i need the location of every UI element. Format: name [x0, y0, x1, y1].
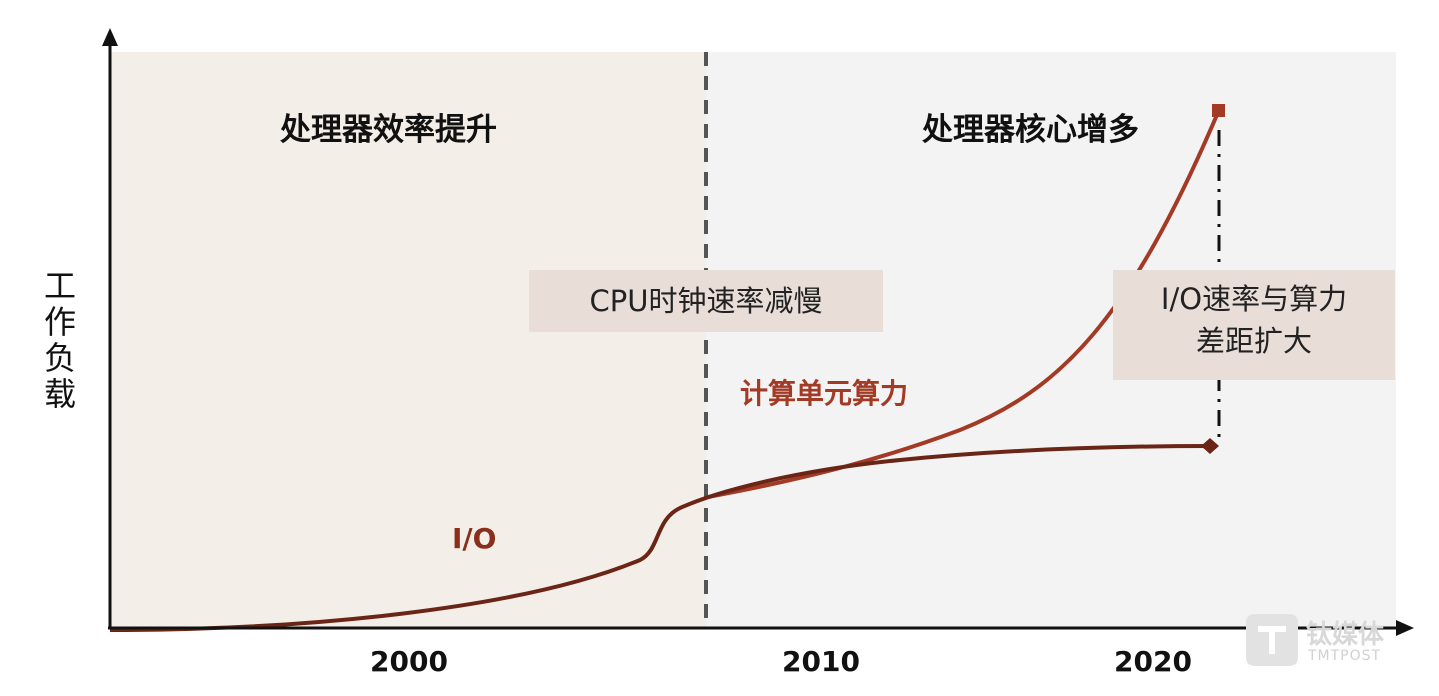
x-tick-2010: 2010: [782, 645, 860, 678]
left-region-bg: [110, 52, 706, 628]
left-region-title: 处理器效率提升: [280, 112, 497, 148]
watermark-brand: 钛媒体: [1306, 620, 1385, 650]
cpu-slowdown-note: CPU时钟速率减慢: [529, 270, 883, 332]
io-series-label: I/O: [452, 522, 497, 555]
io-end-marker: [1201, 438, 1219, 454]
gap-widening-note: I/O速率与算力 差距扩大: [1113, 270, 1395, 380]
y-axis-label: 工 作 负 载: [42, 268, 78, 412]
compute-end-marker: [1212, 104, 1225, 117]
watermark-sub: TMTPOST: [1308, 648, 1382, 664]
y-axis-label-char: 工: [43, 267, 76, 305]
x-tick-2020: 2020: [1114, 645, 1192, 678]
y-axis-label-char: 负: [43, 339, 76, 377]
right-region-title: 处理器核心增多: [922, 112, 1139, 148]
compute-curve: [707, 109, 1221, 499]
y-axis-arrow-icon: [102, 28, 118, 46]
x-axis-arrow-icon: [1396, 620, 1414, 636]
y-axis-label-char: 作: [43, 303, 76, 341]
x-tick-2000: 2000: [370, 645, 448, 678]
y-axis-label-char: 载: [43, 375, 76, 413]
gap-note-line2: 差距扩大: [1195, 324, 1312, 358]
gap-note-line1: I/O速率与算力: [1160, 282, 1348, 316]
cpu-slowdown-text: CPU时钟速率减慢: [589, 284, 823, 318]
compute-series-label: 计算单元算力: [740, 377, 909, 410]
io-curve: [109, 444, 1211, 632]
watermark-logo-icon: [1246, 614, 1298, 666]
